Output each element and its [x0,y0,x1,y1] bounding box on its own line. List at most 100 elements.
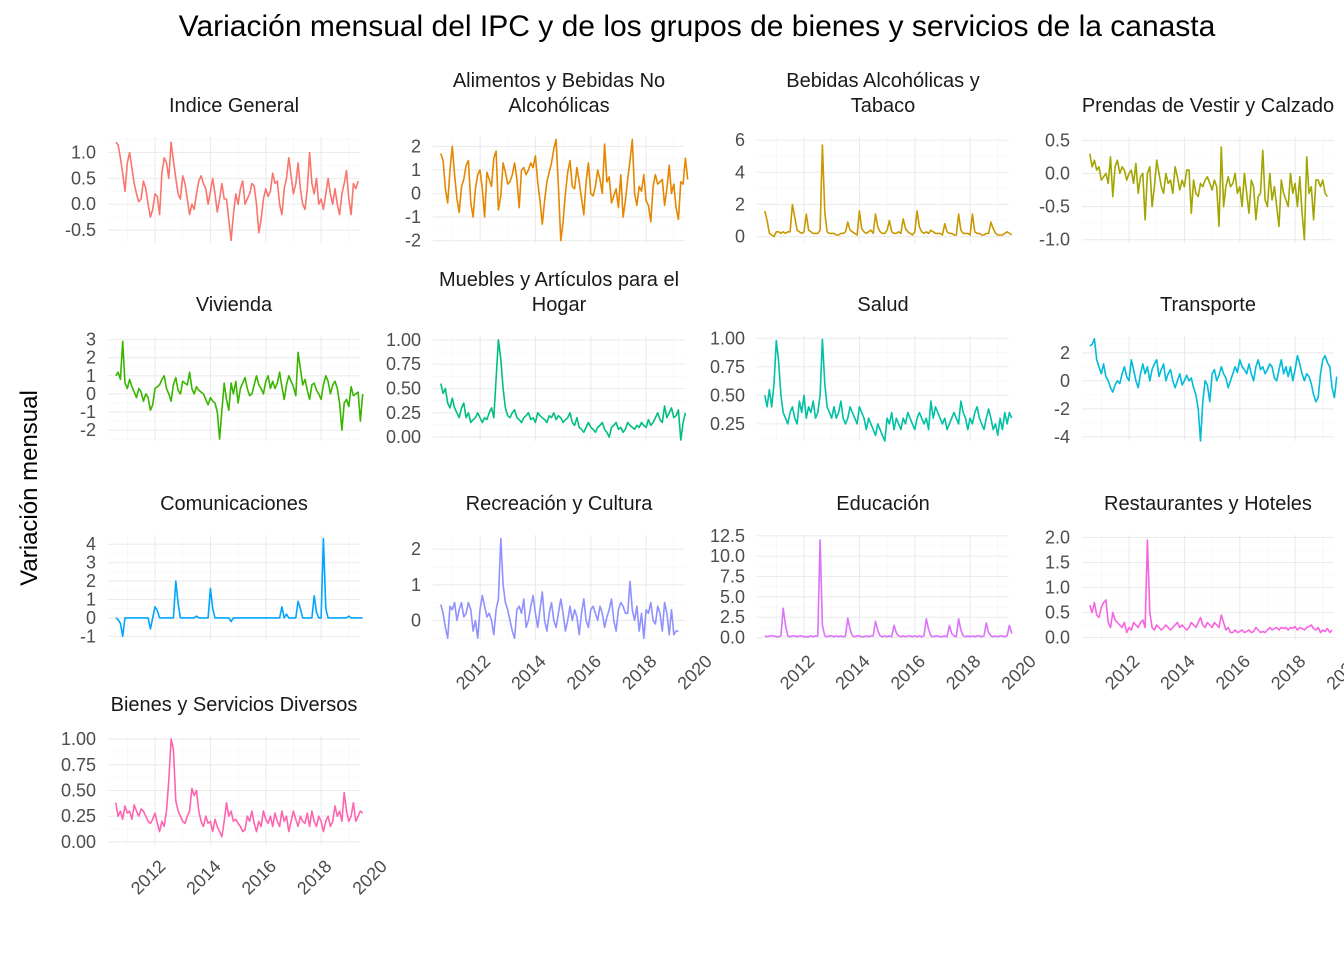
y-tick-label: -0.5 [1039,197,1070,217]
y-tick-label: 4 [86,534,96,554]
y-tick-label: 3 [86,553,96,573]
series-line-indice-general [115,141,359,242]
y-tick-label: 2 [1060,343,1070,363]
y-tick-label: 0 [411,184,421,204]
y-tick-label: 2 [735,194,745,214]
facet-title: Comunicaciones [160,493,308,515]
facet-title: Bienes y Servicios Diversos [111,694,358,716]
facet-muebles-y-articulos-para-el-hogar: Muebles y Artículos para el Hogar 0.00 0.25… [386,269,687,447]
x-tick-label: 2014 [1156,651,1198,693]
x-tick-label: 2020 [348,856,390,898]
facet-educacion: Educación 0.02.55.07.510.012.5 2012 2014 201… [710,493,1040,694]
x-tick-label: 2016 [563,651,605,693]
series-line-muebles-y-articulos-para-el-hogar [440,339,687,441]
x-tick-label: 2012 [1101,651,1143,693]
y-tick-label: 0 [86,384,96,404]
facet-title: Indice General [169,95,299,117]
y-tick-label: 0.75 [710,357,745,377]
y-tick-label: -1 [405,207,421,227]
facet-title: Bebidas Alcohólicas y [786,70,979,92]
x-tick-label: 2012 [452,651,494,693]
y-tick-label: 1 [411,575,421,595]
y-tick-label: 1.5 [1045,553,1070,573]
y-tick-label: -4 [1054,427,1070,447]
facet-title: Recreación y Cultura [466,493,654,515]
y-tick-label: 0 [735,227,745,247]
facet-title: Alcohólicas [508,95,609,117]
facet-title: Salud [857,294,908,316]
y-tick-label: 0.75 [386,354,421,374]
y-tick-label: -1 [80,402,96,422]
series-line-educacion [764,539,1013,638]
y-tick-label: 1 [86,589,96,609]
y-tick-label: -2 [80,420,96,440]
facet-title: Tabaco [851,95,916,117]
x-tick-label: 2012 [127,856,169,898]
facet-title: Prendas de Vestir y Calzado [1082,95,1334,117]
y-tick-label: 0.50 [61,781,96,801]
x-tick-label: 2016 [238,856,280,898]
y-tick-label: -2 [1054,399,1070,419]
x-tick-label: 2018 [1267,651,1309,693]
series-line-alimentos-y-bebidas-no-alcoholicas [440,138,689,242]
y-tick-label: 0 [411,610,421,630]
facet-bienes-y-servicios-diversos: Bienes y Servicios Diversos 0.00 0.25 0.50 0… [61,694,391,899]
facet-transporte: Transporte -4 -2 0 2 [1054,294,1338,447]
series-line-vivienda [115,340,364,441]
facet-prendas-de-vestir-y-calzado: Prendas de Vestir y Calzado -1.0 -0.5 0.0 0.… [1039,95,1334,250]
y-tick-label: 1 [411,160,421,180]
series-line-comunicaciones [115,537,363,638]
facet-title: Hogar [532,294,587,316]
x-tick-label: 2014 [507,651,549,693]
y-tick-label: 0.50 [710,385,745,405]
y-tick-label: -2 [405,231,421,251]
y-tick-label: 2.0 [1045,528,1070,548]
x-tick-label: 2014 [831,651,873,693]
y-tick-label: 6 [735,130,745,150]
y-tick-label: 0 [1060,371,1070,391]
facet-recreacion-y-cultura: Recreación y Cultura 0 1 2 2012 2014 2016 2018 2… [411,493,716,694]
y-tick-label: -0.5 [65,220,96,240]
y-tick-label: 3 [86,330,96,350]
facet-indice-general: Indice General -0.5 0.0 0.5 1.0 [65,95,360,243]
y-tick-label: 1 [86,366,96,386]
series-line-prendas-de-vestir-y-calzado [1089,146,1329,241]
x-tick-label: 2012 [776,651,818,693]
facet-title: Vivienda [196,294,273,316]
y-tick-label: 0.5 [1045,130,1070,150]
x-tick-label: 2020 [1322,651,1344,693]
y-tick-label: 0.25 [61,806,96,826]
x-tick-label: 2018 [618,651,660,693]
y-tick-label: 0.0 [720,628,745,648]
facet-title: Restaurantes y Hoteles [1104,493,1312,515]
y-tick-label: 0.75 [61,755,96,775]
y-tick-label: 4 [735,162,745,182]
y-tick-label: 1.0 [71,143,96,163]
y-tick-label: 0.0 [71,194,96,214]
facet-salud: Salud 0.25 0.50 0.75 1.00 [710,294,1013,442]
y-tick-label: 0.25 [386,403,421,423]
y-tick-label: 10.0 [710,546,745,566]
y-tick-label: 0.25 [710,414,745,434]
facet-title: Educación [836,493,929,515]
series-line-transporte [1089,337,1338,442]
y-tick-label: 1.00 [61,729,96,749]
y-tick-label: 2 [86,571,96,591]
y-tick-label: 0.00 [61,832,96,852]
x-tick-label: 2020 [997,651,1039,693]
y-tick-label: 1.0 [1045,578,1070,598]
facet-alimentos-y-bebidas-no-alcoholicas: Alimentos y Bebidas No Alcohólicas -2 -1 0 1 2 [405,70,689,251]
y-tick-label: 1.00 [710,328,745,348]
x-tick-label: 2020 [673,651,715,693]
y-tick-label: 0.00 [386,427,421,447]
facet-title: Muebles y Artículos para el [439,269,679,291]
y-tick-label: 0.5 [71,168,96,188]
facet-title: Alimentos y Bebidas No [453,70,665,92]
x-tick-label: 2014 [182,856,224,898]
y-tick-label: -1 [80,626,96,646]
y-tick-label: 2 [86,348,96,368]
y-tick-label: 2 [411,539,421,559]
